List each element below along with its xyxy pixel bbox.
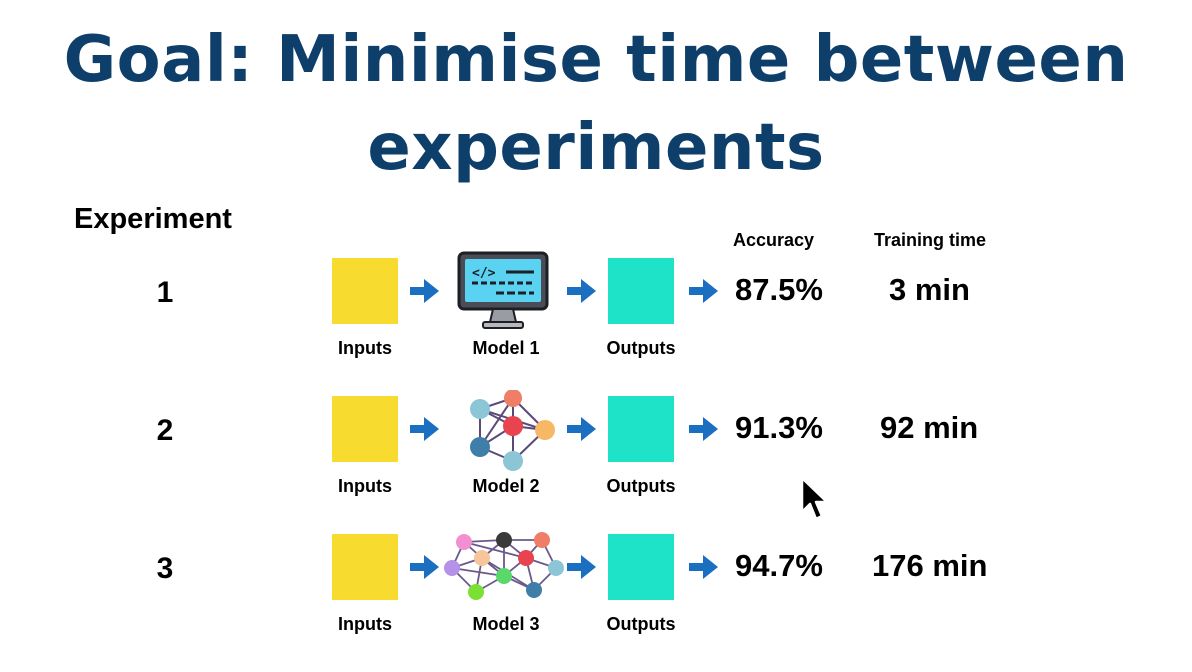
- large-neural-network-icon: [444, 532, 564, 600]
- experiment-number: 2: [156, 414, 174, 447]
- arrow-icon: [689, 555, 718, 579]
- mouse-cursor-icon: [800, 476, 829, 521]
- accuracy-value: 87.5%: [735, 272, 823, 307]
- arrow-icon: [410, 417, 439, 441]
- small-neural-network-icon: [470, 390, 555, 471]
- outputs-label: Outputs: [606, 338, 676, 358]
- arrow-icon: [410, 555, 439, 579]
- training-time-value: 92 min: [880, 410, 979, 445]
- accuracy-value: 94.7%: [735, 548, 823, 583]
- inputs-label: Inputs: [338, 614, 392, 634]
- experiment-number: 3: [156, 552, 174, 585]
- arrow-icon: [689, 417, 718, 441]
- arrow-icon: [689, 279, 718, 303]
- accuracy-column-header: Accuracy: [733, 230, 815, 250]
- outputs-box: [608, 396, 674, 462]
- outputs-box: [608, 534, 674, 600]
- inputs-box: [332, 258, 398, 324]
- inputs-label: Inputs: [338, 476, 392, 496]
- arrow-icon: [410, 279, 439, 303]
- outputs-box: [608, 258, 674, 324]
- model-label: Model 1: [472, 338, 540, 358]
- arrow-icon: [567, 279, 596, 303]
- experiment-row-1: 1 </> 87.5% 3 min Inputs Model 1 Outputs: [0, 251, 1192, 396]
- model-label: Model 2: [472, 476, 540, 496]
- experiment-number: 1: [156, 276, 174, 309]
- arrow-icon: [567, 555, 596, 579]
- outputs-label: Outputs: [606, 476, 676, 496]
- inputs-label: Inputs: [338, 338, 392, 358]
- inputs-box: [332, 534, 398, 600]
- model-label: Model 3: [472, 614, 540, 634]
- slide-title-line-1: Goal: Minimise time between: [63, 23, 1129, 97]
- experiment-row-2: 2 91.3% 92 min Inputs Model 2 Outputs: [0, 390, 1192, 534]
- experiment-row-3: 3 94.: [0, 532, 1192, 672]
- computer-code-icon: </>: [457, 251, 549, 329]
- svg-text:</>: </>: [472, 266, 496, 281]
- inputs-box: [332, 396, 398, 462]
- slide-title-line-2: experiments: [367, 111, 825, 185]
- arrow-icon: [567, 417, 596, 441]
- training-time-value: 3 min: [889, 272, 970, 307]
- training-time-value: 176 min: [872, 548, 988, 583]
- accuracy-value: 91.3%: [735, 410, 823, 445]
- training-time-column-header: Training time: [874, 230, 987, 250]
- outputs-label: Outputs: [606, 614, 676, 634]
- experiment-column-header: Experiment: [74, 203, 232, 235]
